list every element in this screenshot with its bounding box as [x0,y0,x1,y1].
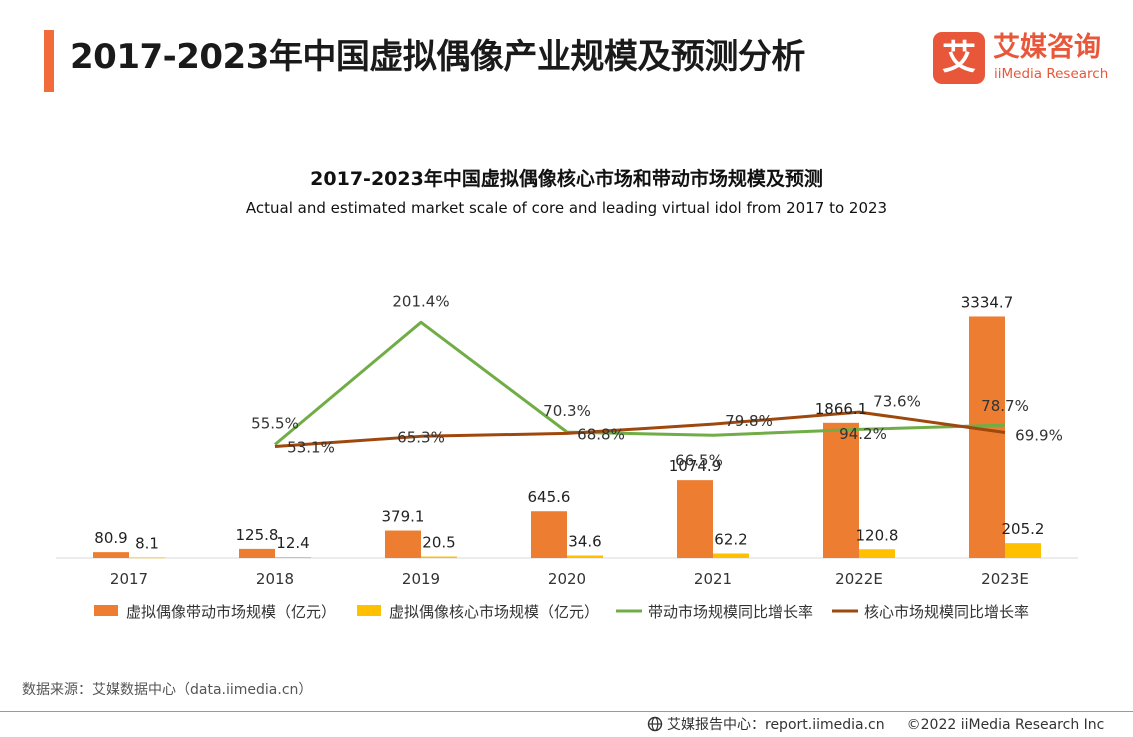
chart-subtitle: Actual and estimated market scale of cor… [245,199,888,217]
logo-mark-icon: 艾 [933,32,985,84]
bar-leading-2020 [531,511,567,558]
bar-label-leading-2018: 125.8 [236,526,279,544]
line-label-core-2020: 68.8% [577,425,625,443]
bar-label-leading-2020: 645.6 [528,488,571,506]
legend-label-0: 虚拟偶像带动市场规模（亿元） [126,603,336,621]
globe-icon [647,716,663,732]
bar-label-core-2017: 8.1 [135,534,159,552]
bar-leading-2023E [969,316,1005,558]
x-tick-label-2022E: 2022E [835,570,883,588]
copyright: ©2022 iiMedia Research Inc [906,717,1105,733]
chart-title: 2017-2023年中国虚拟偶像核心市场和带动市场规模及预测 [310,168,823,190]
bar-leading-2017 [93,552,129,558]
logo-name-cn: 艾媒咨询 [993,32,1101,63]
line-label-core-2019: 65.3% [397,428,445,446]
legend-swatch-1 [357,605,381,616]
bar-label-core-2021: 62.2 [714,530,747,548]
line-label-core-2023E: 69.9% [1015,426,1063,444]
x-tick-label-2019: 2019 [402,570,440,588]
x-tick-label-2018: 2018 [256,570,294,588]
legend-label-1: 虚拟偶像核心市场规模（亿元） [389,603,599,621]
brand-logo: 艾 艾媒咨询 iiMedia Research [933,32,1123,88]
legend-swatch-0 [94,605,118,616]
legend-label-3: 核心市场规模同比增长率 [864,603,1029,621]
footer: 艾媒报告中心：report.iimedia.cn ©2022 iiMedia Re… [647,714,1104,734]
bar-label-leading-2022E: 1866.1 [815,400,868,418]
bar-core-2017 [129,557,165,559]
bar-leading-2018 [239,548,275,558]
bar-leading-2021 [677,480,713,558]
bar-label-leading-2021: 1074.9 [669,457,722,475]
logo-name-en: iiMedia Research [994,66,1109,82]
line-label-leading-2018: 55.5% [251,415,299,433]
title-accent-bar [44,30,54,92]
x-tick-label-2021: 2021 [694,570,732,588]
bar-leading-2019 [385,530,421,558]
line-core-growth [274,410,1006,449]
bar-label-core-2022E: 120.8 [856,526,899,544]
bar-label-core-2019: 20.5 [422,534,455,552]
bar-core-2020 [567,555,603,558]
bar-core-2022E [859,549,895,558]
line-label-core-2022E: 94.2% [839,425,887,443]
line-label-leading-2023E: 78.7% [981,397,1029,415]
bar-core-2018 [275,557,311,558]
line-label-leading-2022E: 73.6% [873,392,921,410]
bar-core-2019 [421,556,457,558]
bar-core-2023E [1005,543,1041,558]
report-center-link[interactable]: 艾媒报告中心：report.iimedia.cn [667,717,885,733]
line-label-leading-2021: 66.5% [675,451,723,469]
bar-core-2021 [713,553,749,558]
page-title: 2017-2023年中国虚拟偶像产业规模及预测分析 [70,37,805,77]
legend-label-2: 带动市场规模同比增长率 [648,603,813,621]
bar-label-core-2023E: 205.2 [1002,520,1045,538]
bar-label-core-2018: 12.4 [276,534,309,552]
bar-label-leading-2019: 379.1 [382,508,425,526]
line-leading-growth [274,320,1006,446]
x-tick-label-2020: 2020 [548,570,586,588]
bar-leading-2022E [823,422,859,558]
line-label-core-2018: 53.1% [287,439,335,457]
bar-label-core-2020: 34.6 [568,532,601,550]
line-label-core-2021: 79.8% [725,412,773,430]
x-tick-label-2017: 2017 [110,570,148,588]
footer-divider [0,711,1133,712]
line-label-leading-2019: 201.4% [392,292,449,310]
line-label-leading-2020: 70.3% [543,402,591,420]
x-tick-label-2023E: 2023E [981,570,1029,588]
bar-label-leading-2023E: 3334.7 [961,293,1014,311]
bar-label-leading-2017: 80.9 [94,529,127,547]
data-source: 数据来源：艾媒数据中心（data.iimedia.cn） [22,682,313,698]
